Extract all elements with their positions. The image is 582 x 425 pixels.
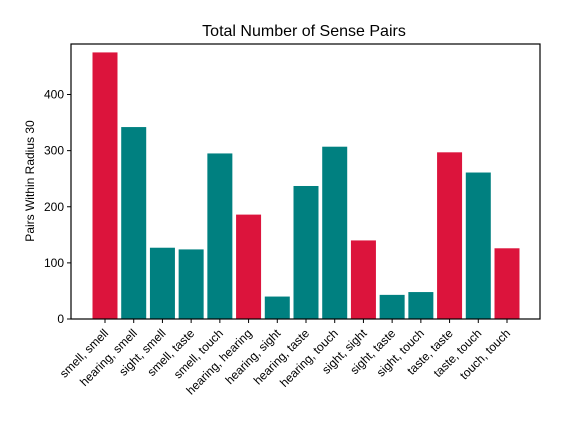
bar-taste-touch [465,172,491,319]
y-axis-ticks: 0 100 200 300 400 [44,88,71,326]
bar-hearing-taste [293,185,319,319]
plot-area-frame [70,43,541,320]
bar-sight-taste [379,294,405,319]
bar-smell-taste [178,249,204,319]
bar-sight-sight [350,240,376,319]
bar-hearing-smell [121,127,147,319]
bar-sight-smell [149,247,175,319]
bar-sight-touch [408,292,434,319]
bar-hearing-sight [264,296,290,319]
y-tick-label: 100 [44,256,64,270]
y-tick-label: 200 [44,200,64,214]
bar-smell-touch [207,153,233,319]
bar-hearing-hearing [236,214,262,319]
y-tick-label: 400 [44,88,64,102]
bar-smell-smell [92,52,118,320]
bar-hearing-touch [322,146,348,319]
y-axis-label: Pairs Within Radius 30 [23,120,37,242]
y-tick-label: 0 [57,312,64,326]
bar-touch-touch [494,248,520,319]
y-tick-label: 300 [44,144,64,158]
bars-group [92,52,520,320]
chart-title: Total Number of Sense Pairs [202,23,406,40]
bar-taste-taste [437,152,463,319]
